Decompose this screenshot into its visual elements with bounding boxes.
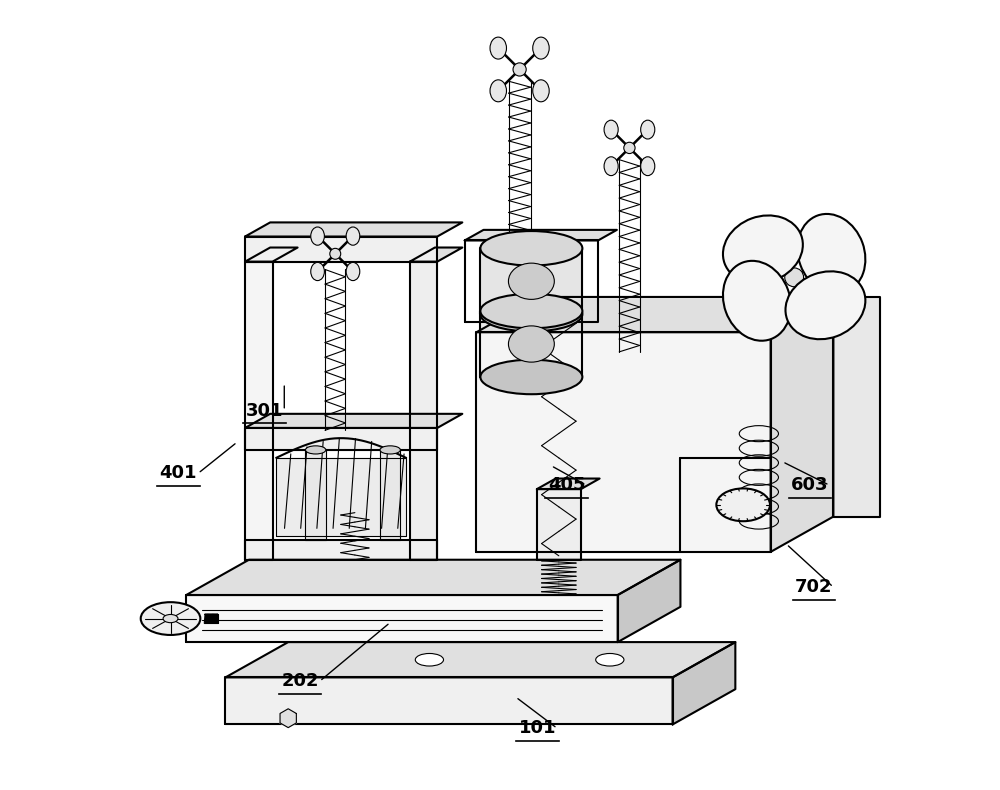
Polygon shape (480, 311, 582, 377)
Text: 301: 301 (246, 401, 283, 419)
Polygon shape (245, 261, 273, 560)
Ellipse shape (141, 602, 200, 635)
Text: 603: 603 (791, 476, 829, 495)
Ellipse shape (723, 261, 791, 340)
Polygon shape (480, 248, 582, 314)
Ellipse shape (624, 142, 635, 153)
Ellipse shape (480, 231, 582, 265)
Ellipse shape (641, 120, 655, 139)
Polygon shape (276, 457, 406, 536)
Ellipse shape (513, 63, 526, 76)
Ellipse shape (415, 653, 444, 666)
Polygon shape (476, 297, 833, 333)
Polygon shape (465, 230, 617, 240)
Ellipse shape (480, 297, 582, 332)
Text: 202: 202 (281, 672, 319, 690)
Text: 101: 101 (519, 720, 556, 737)
Ellipse shape (346, 227, 360, 245)
Polygon shape (186, 595, 618, 642)
Ellipse shape (604, 120, 618, 139)
Polygon shape (245, 428, 437, 450)
Polygon shape (186, 560, 680, 595)
Polygon shape (305, 450, 326, 540)
Ellipse shape (797, 214, 865, 294)
Polygon shape (476, 333, 771, 552)
Ellipse shape (380, 446, 400, 454)
Ellipse shape (490, 37, 506, 59)
Polygon shape (245, 247, 298, 261)
Ellipse shape (604, 156, 618, 175)
Ellipse shape (330, 248, 341, 259)
Polygon shape (225, 642, 735, 677)
Polygon shape (537, 479, 600, 489)
Ellipse shape (490, 80, 506, 102)
Ellipse shape (346, 262, 360, 280)
Ellipse shape (723, 216, 803, 284)
Polygon shape (410, 247, 462, 261)
Ellipse shape (533, 80, 549, 102)
Text: 401: 401 (160, 465, 197, 483)
Polygon shape (245, 414, 462, 428)
Text: 702: 702 (795, 578, 833, 596)
Polygon shape (245, 540, 437, 560)
Ellipse shape (480, 359, 582, 394)
Ellipse shape (311, 227, 324, 245)
Ellipse shape (641, 156, 655, 175)
Polygon shape (771, 297, 833, 552)
Ellipse shape (480, 294, 582, 329)
Ellipse shape (305, 446, 326, 454)
Ellipse shape (508, 326, 554, 362)
Text: 405: 405 (548, 476, 585, 495)
Polygon shape (410, 261, 437, 560)
Ellipse shape (716, 488, 770, 521)
Polygon shape (245, 236, 437, 261)
Ellipse shape (311, 262, 324, 280)
Polygon shape (380, 450, 400, 540)
Polygon shape (537, 489, 581, 560)
Ellipse shape (508, 263, 554, 299)
Ellipse shape (163, 615, 178, 623)
Polygon shape (673, 642, 735, 724)
Polygon shape (833, 297, 880, 517)
Ellipse shape (596, 653, 624, 666)
Ellipse shape (533, 37, 549, 59)
Polygon shape (280, 709, 296, 728)
Polygon shape (245, 223, 462, 236)
Ellipse shape (785, 271, 865, 339)
Polygon shape (618, 560, 680, 642)
Ellipse shape (785, 268, 804, 287)
Polygon shape (225, 677, 673, 724)
